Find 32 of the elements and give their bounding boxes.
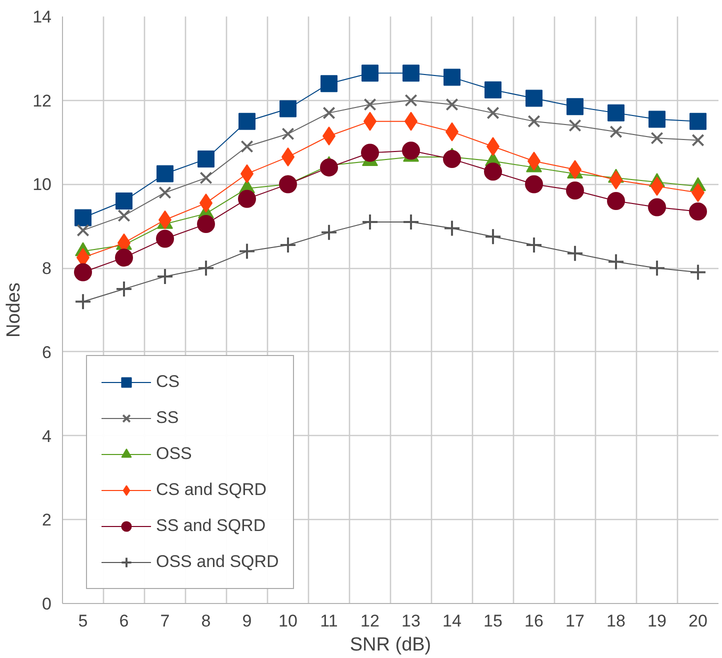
x-tick-label: 20 — [688, 612, 708, 630]
legend-label: SS and SQRD — [156, 515, 266, 537]
x-tick-label: 14 — [442, 612, 462, 630]
x-tick-label: 8 — [201, 612, 211, 630]
x-tick-label: 18 — [606, 612, 626, 630]
y-tick-label: 14 — [32, 8, 52, 26]
y-tick-label: 6 — [42, 342, 52, 362]
y-tick-label: 12 — [32, 91, 52, 110]
x-tick-label: 16 — [524, 612, 544, 630]
legend-label: SS — [156, 407, 179, 429]
x-tick-label: 7 — [160, 612, 170, 630]
x-tick-label: 6 — [119, 612, 129, 630]
x-axis-title: SNR (dB) — [350, 634, 432, 656]
x-tick-label: 11 — [320, 612, 338, 630]
y-tick-label: 8 — [42, 259, 52, 278]
legend-label: OSS — [156, 443, 192, 465]
x-tick-label: 9 — [242, 612, 252, 630]
x-tick-label: 12 — [360, 612, 380, 630]
y-tick-label: 2 — [42, 510, 52, 530]
legend-label: OSS and SQRD — [156, 551, 279, 573]
x-tick-label: 17 — [566, 612, 584, 630]
legend-label: CS and SQRD — [156, 479, 267, 501]
x-tick-label: 5 — [78, 612, 88, 630]
x-tick-label: 15 — [484, 612, 502, 630]
x-tick-label: 13 — [402, 612, 420, 630]
x-tick-label: 19 — [648, 612, 666, 630]
y-tick-label: 0 — [42, 594, 52, 614]
y-axis-title: Nodes — [4, 282, 25, 338]
y-tick-label: 4 — [42, 426, 52, 446]
x-tick-label: 10 — [278, 612, 298, 630]
y-tick-label: 10 — [32, 175, 52, 194]
legend-label: CS — [156, 371, 180, 393]
